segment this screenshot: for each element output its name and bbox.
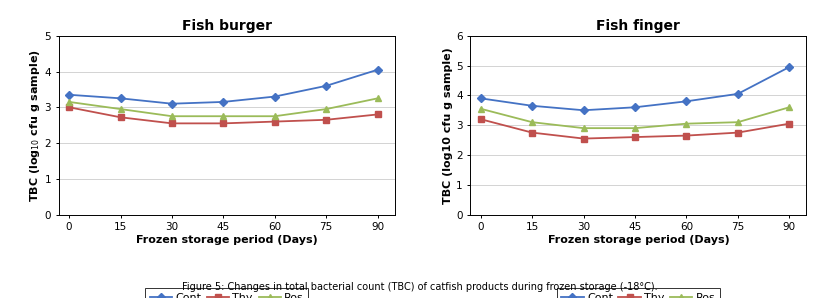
Ros (579, 126, 589, 130)
Ros (732, 120, 743, 124)
Ros (527, 120, 537, 124)
Cont (218, 100, 228, 104)
Cont (115, 97, 125, 100)
Thy (681, 134, 691, 137)
Legend: Cont, Thy, Ros: Cont, Thy, Ros (145, 288, 308, 298)
Line: Cont: Cont (66, 67, 381, 106)
Thy (579, 137, 589, 140)
X-axis label: Frozen storage period (Days): Frozen storage period (Days) (136, 235, 318, 245)
Thy (321, 118, 331, 122)
Ros (321, 107, 331, 111)
Cont (732, 92, 743, 96)
Line: Thy: Thy (66, 105, 381, 126)
Cont (785, 65, 795, 69)
Cont (373, 68, 383, 72)
Legend: Cont, Thy, Ros: Cont, Thy, Ros (557, 288, 720, 298)
Ros (475, 107, 486, 111)
Cont (475, 97, 486, 100)
Cont (167, 102, 177, 105)
Title: Fish burger: Fish burger (181, 19, 272, 33)
Ros (270, 114, 280, 118)
Line: Ros: Ros (66, 96, 381, 119)
Ros (64, 100, 74, 104)
Cont (321, 84, 331, 88)
Text: Figure 5: Changes in total bacterial count (TBC) of catfish products during froz: Figure 5: Changes in total bacterial cou… (182, 282, 658, 292)
Ros (373, 97, 383, 100)
Thy (732, 131, 743, 134)
Ros (630, 126, 640, 130)
Thy (167, 122, 177, 125)
Cont (527, 104, 537, 108)
Thy (527, 131, 537, 134)
Thy (373, 113, 383, 116)
Thy (218, 122, 228, 125)
Ros (785, 105, 795, 109)
Thy (270, 120, 280, 123)
Ros (167, 114, 177, 118)
Thy (115, 116, 125, 119)
Ros (681, 122, 691, 125)
Y-axis label: TBC (log$_{10}$ cfu g sample): TBC (log$_{10}$ cfu g sample) (28, 49, 42, 202)
Y-axis label: TBC (log10 cfu g sample): TBC (log10 cfu g sample) (444, 47, 454, 204)
Cont (630, 105, 640, 109)
Cont (579, 108, 589, 112)
Cont (64, 93, 74, 97)
Thy (785, 122, 795, 125)
Cont (681, 100, 691, 103)
Thy (630, 135, 640, 139)
Title: Fish finger: Fish finger (596, 19, 680, 33)
Cont (270, 95, 280, 98)
Line: Thy: Thy (478, 117, 792, 141)
Thy (475, 117, 486, 121)
Line: Ros: Ros (478, 105, 792, 131)
Line: Cont: Cont (478, 64, 792, 113)
Thy (64, 105, 74, 109)
X-axis label: Frozen storage period (Days): Frozen storage period (Days) (548, 235, 729, 245)
Ros (115, 107, 125, 111)
Ros (218, 114, 228, 118)
